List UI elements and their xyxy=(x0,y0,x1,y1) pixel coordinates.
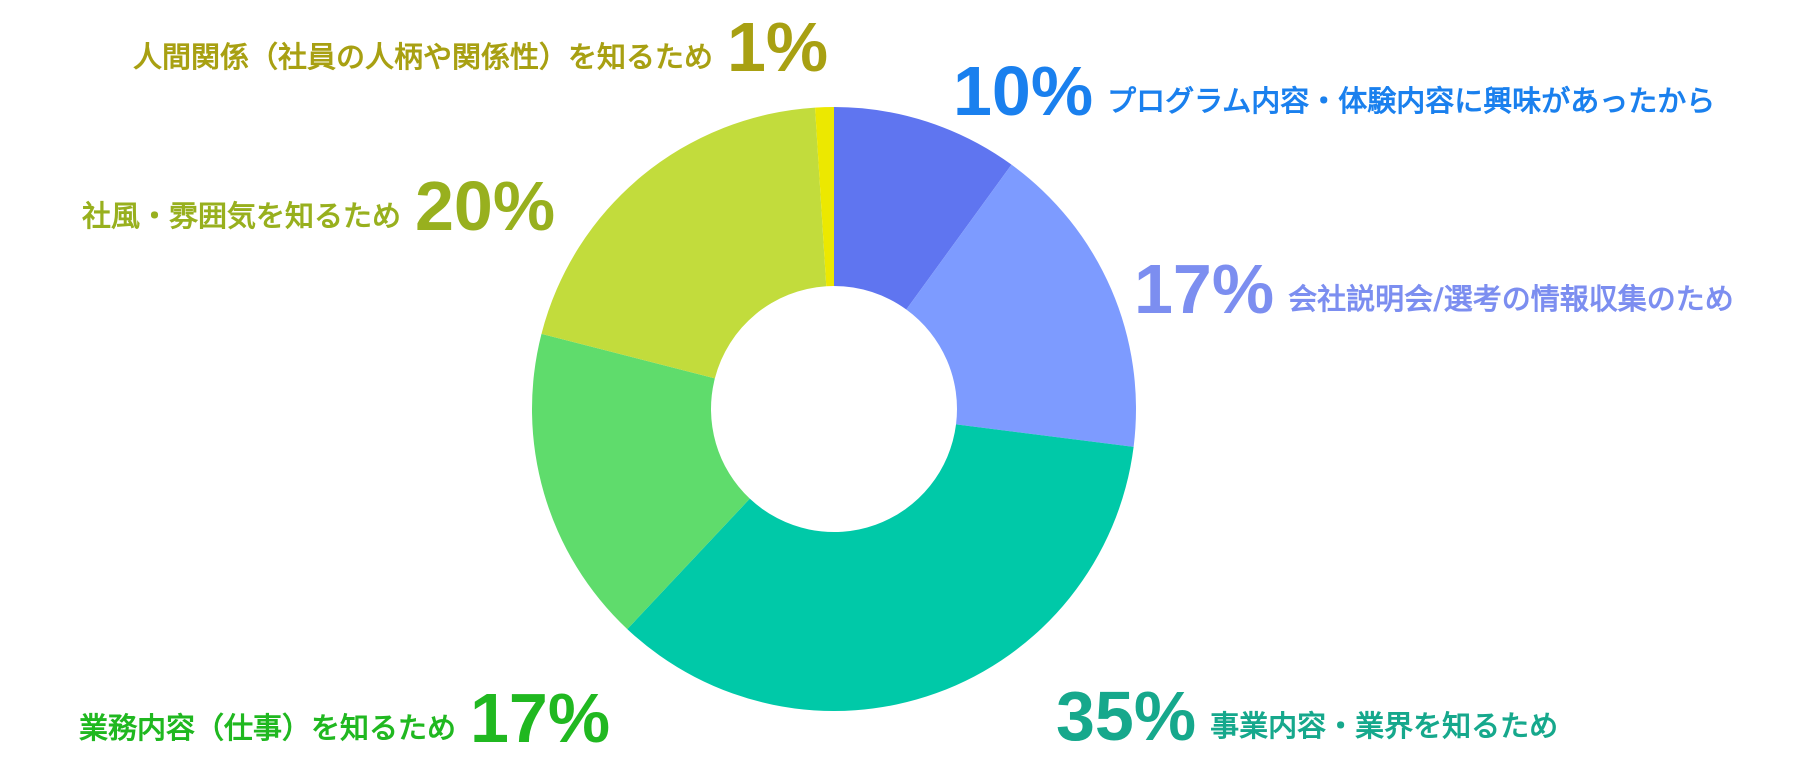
value-label: 35% xyxy=(1056,677,1196,755)
donut-slice xyxy=(541,107,827,379)
category-label: 社風・雰囲気を知るため xyxy=(82,199,401,233)
value-label: 10% xyxy=(953,52,1093,130)
donut-slice xyxy=(906,164,1136,447)
category-label: プログラム内容・体験内容に興味があったから xyxy=(1107,84,1715,118)
category-label: 業務内容（仕事）を知るため xyxy=(79,711,456,745)
donut-slice xyxy=(815,107,834,287)
donut-slice xyxy=(532,333,750,630)
value-label: 17% xyxy=(1134,250,1274,328)
donut-slice xyxy=(834,107,1012,310)
value-label: 20% xyxy=(415,167,555,245)
donut-slice xyxy=(627,424,1134,711)
category-label: 人間関係（社員の人柄や関係性）を知るため xyxy=(133,40,713,74)
category-label: 事業内容・業界を知るため xyxy=(1210,709,1558,743)
value-label: 1% xyxy=(727,8,828,86)
category-label: 会社説明会/選考の情報収集のため xyxy=(1288,282,1734,316)
value-label: 17% xyxy=(470,679,610,757)
